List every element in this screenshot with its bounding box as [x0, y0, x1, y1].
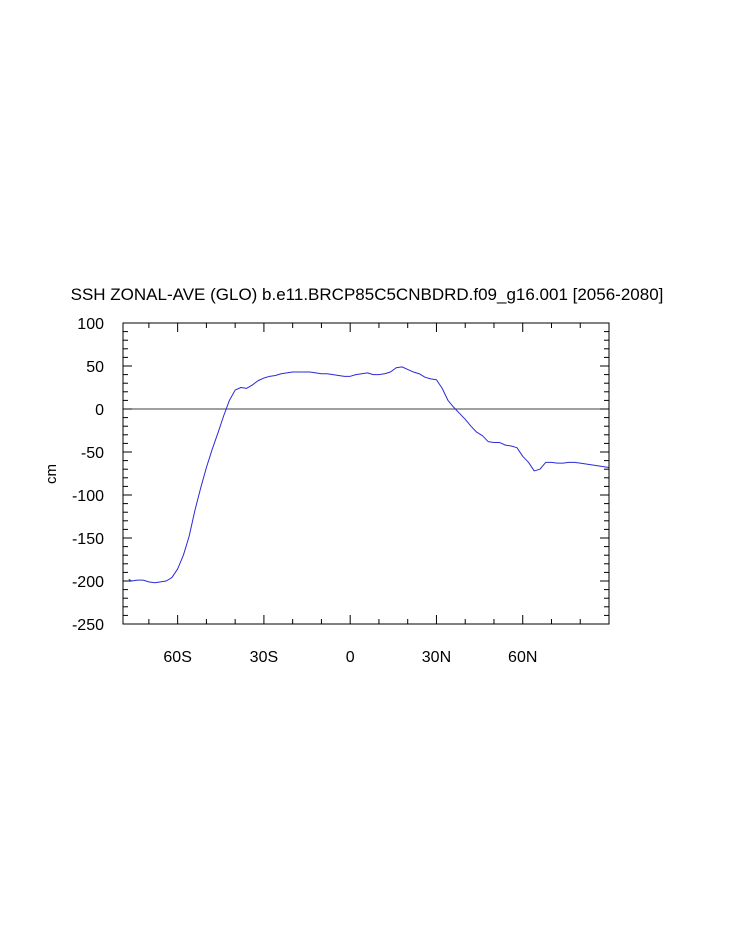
y-tick-label: 0	[95, 402, 104, 419]
y-tick-label: 100	[77, 316, 104, 333]
plot-area-frame	[122, 322, 610, 625]
y-tick-label: -200	[72, 574, 104, 591]
y-axis-label: cm	[43, 464, 60, 484]
y-tick-label: -150	[72, 531, 104, 548]
y-tick-label: 50	[86, 359, 104, 376]
x-tick-label: 60N	[508, 649, 537, 666]
x-tick-label: 60S	[163, 649, 191, 666]
y-tick-label: -100	[72, 488, 104, 505]
y-tick-label: -250	[72, 617, 104, 634]
chart-title: SSH ZONAL-AVE (GLO) b.e11.BRCP85C5CNBDRD…	[71, 285, 664, 304]
data-series-line	[128, 366, 610, 584]
axis-ticks	[123, 322, 609, 625]
x-tick-label: 0	[346, 649, 355, 666]
axis-tick-labels: 100 50 0 -50 -100 -150 -200 -250 60S 30S 0 30N 60N	[72, 316, 537, 666]
y-tick-label: -50	[81, 445, 104, 462]
x-tick-label: 30S	[250, 649, 278, 666]
x-tick-label: 30N	[422, 649, 451, 666]
